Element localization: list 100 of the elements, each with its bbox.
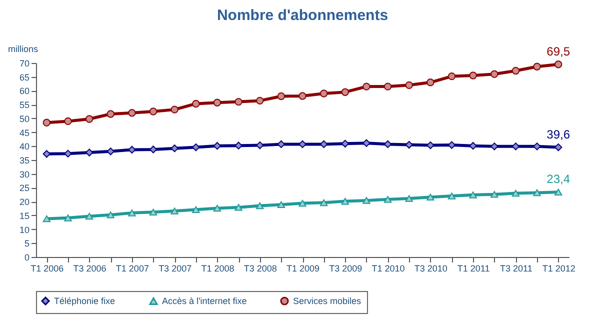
point — [533, 62, 541, 70]
y-tick-label: 20 — [19, 197, 30, 208]
point — [234, 204, 242, 211]
legend-label: Téléphonie fixe — [54, 296, 116, 306]
point — [405, 81, 413, 90]
x-tick-label: T1 2012 — [542, 264, 576, 274]
point — [341, 198, 349, 205]
point — [298, 200, 306, 207]
point — [106, 148, 114, 156]
x-tick-label: T3 2011 — [500, 264, 532, 274]
point — [320, 90, 328, 98]
point — [554, 60, 562, 68]
point — [362, 139, 370, 147]
point — [64, 150, 72, 158]
point — [405, 195, 413, 202]
point — [256, 96, 264, 105]
point — [554, 188, 562, 196]
point — [533, 189, 541, 196]
y-tick-label: 70 — [19, 58, 30, 68]
y-tick-label: 0 — [24, 252, 30, 262]
y-tick-label: 30 — [19, 169, 30, 180]
point — [277, 201, 286, 208]
point — [128, 146, 136, 154]
point — [192, 143, 200, 152]
x-tick-label: T1 2008 — [201, 264, 234, 274]
point — [512, 66, 520, 75]
data-label: 69,5 — [546, 44, 570, 58]
data-label: 23,4 — [546, 172, 570, 186]
point — [234, 98, 242, 106]
point — [234, 142, 242, 150]
point — [170, 106, 178, 114]
point — [320, 199, 328, 206]
y-tick-label: 55 — [19, 100, 30, 110]
y-tick-label: 10 — [19, 224, 30, 235]
point — [490, 142, 498, 150]
point — [85, 148, 94, 156]
point — [42, 215, 51, 222]
point — [213, 204, 222, 212]
point — [64, 117, 72, 126]
point — [490, 190, 498, 198]
point — [341, 140, 349, 148]
x-tick-label: T3 2009 — [329, 264, 362, 274]
point — [298, 140, 306, 148]
point — [426, 194, 434, 201]
point — [469, 72, 477, 80]
y-tick-label: 40 — [19, 142, 30, 152]
x-tick-label: T3 2006 — [73, 264, 106, 274]
chart-title: Nombre d'abonnements — [216, 7, 388, 24]
y-tick-label: 45 — [19, 128, 30, 138]
point — [512, 190, 520, 197]
y-tick-label: 50 — [19, 114, 30, 124]
point — [106, 110, 114, 118]
y-tick-label: 65 — [19, 72, 30, 82]
point — [256, 202, 264, 210]
x-tick-label: T1 2009 — [286, 264, 320, 274]
point — [149, 108, 158, 116]
x-tick-label: T1 2006 — [30, 264, 64, 274]
x-tick-label: T1 2011 — [457, 264, 490, 274]
point — [192, 206, 200, 214]
y-tick-label: 5 — [24, 238, 30, 249]
point — [128, 109, 136, 117]
y-tick-label: 60 — [19, 86, 30, 96]
point — [341, 88, 349, 96]
x-tick-label: T1 2010 — [372, 264, 405, 274]
point — [426, 141, 434, 150]
point — [448, 72, 456, 80]
point — [149, 146, 158, 154]
point — [362, 82, 370, 90]
point — [405, 140, 413, 149]
point — [533, 142, 541, 150]
point — [384, 196, 392, 203]
point — [85, 115, 94, 123]
legend-label: Services mobiles — [293, 296, 362, 306]
point — [469, 192, 477, 198]
point — [490, 70, 498, 78]
point — [170, 144, 178, 152]
y-tick-label: 35 — [19, 156, 30, 166]
point — [298, 92, 306, 100]
point — [128, 210, 136, 216]
point — [170, 208, 178, 214]
point — [384, 82, 392, 90]
point — [42, 118, 51, 126]
y-tick-label: 15 — [19, 210, 30, 221]
x-tick-label: T1 2007 — [116, 264, 149, 274]
point — [426, 78, 434, 86]
y-axis-title: millions — [8, 44, 39, 54]
point — [256, 141, 264, 150]
point — [64, 214, 72, 222]
point — [469, 142, 477, 150]
x-tick-label: T3 2010 — [414, 264, 448, 274]
point — [362, 197, 370, 204]
y-tick-label: 25 — [19, 183, 30, 194]
point — [277, 92, 286, 100]
point — [106, 211, 114, 218]
legend-label: Accès à l'internet fixe — [162, 296, 247, 306]
data-label: 39,6 — [546, 127, 570, 142]
x-tick-label: T3 2008 — [244, 264, 277, 274]
x-tick-label: T3 2007 — [158, 264, 192, 274]
point — [448, 192, 456, 200]
point — [192, 100, 200, 108]
